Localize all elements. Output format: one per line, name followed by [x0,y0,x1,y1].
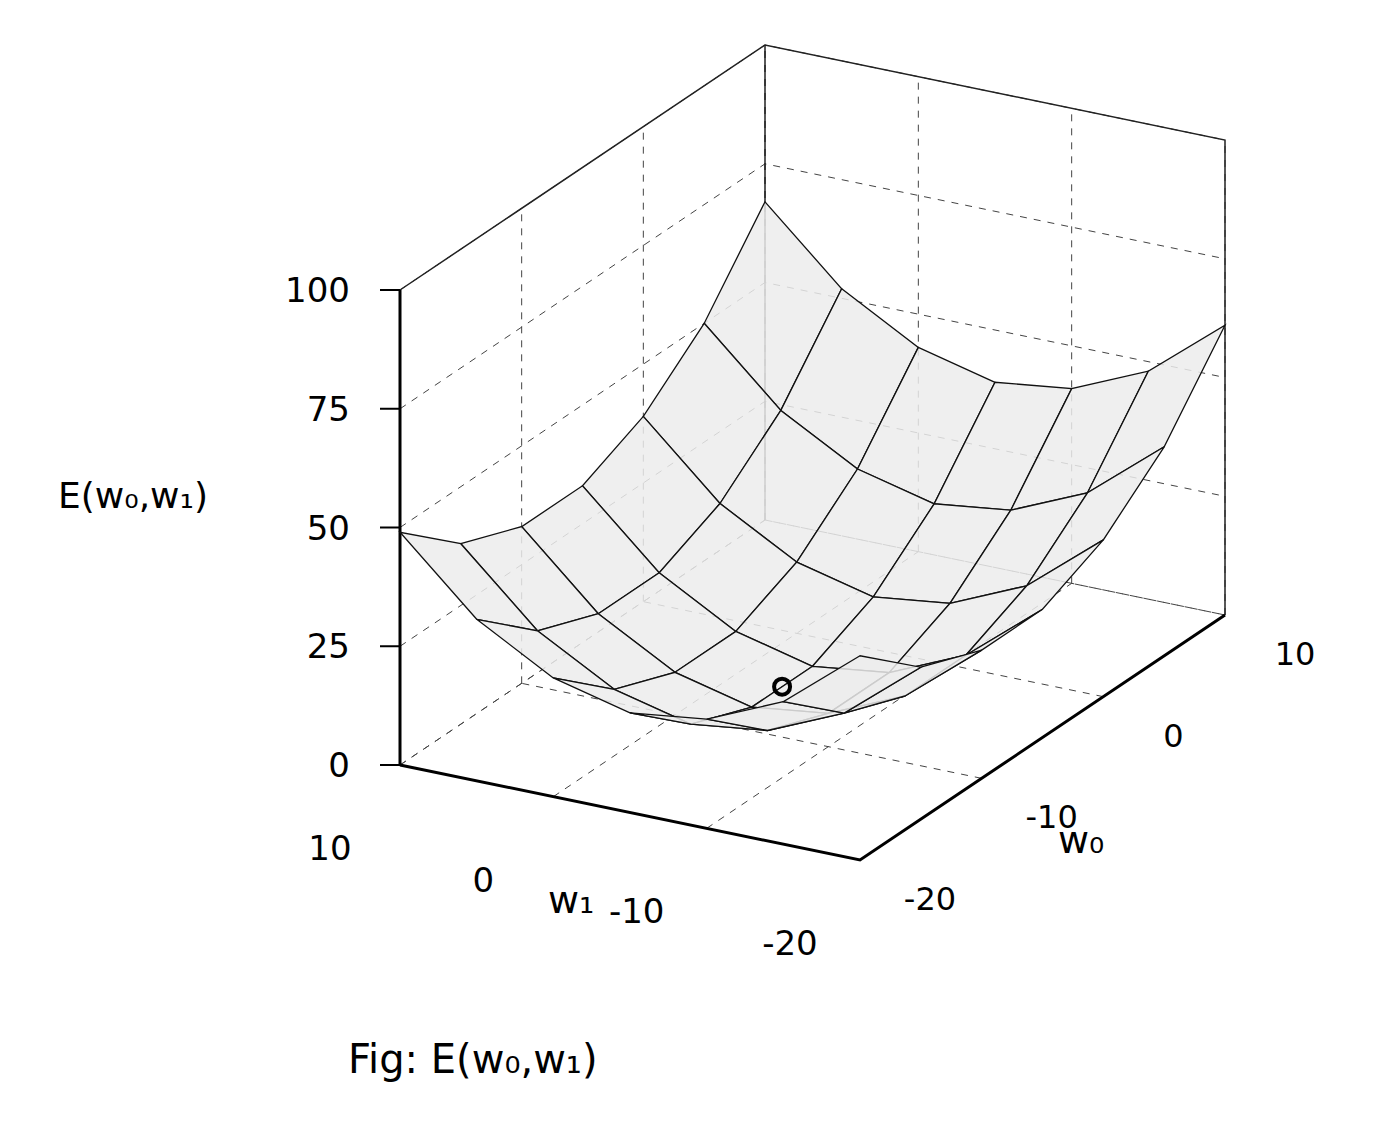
svg-text:0: 0 [328,745,350,785]
svg-text:E(w₀,w₁): E(w₀,w₁) [58,475,208,516]
svg-text:10: 10 [1275,635,1316,673]
svg-text:-20: -20 [904,880,956,918]
svg-text:100: 100 [285,270,350,310]
svg-text:50: 50 [307,508,350,548]
svg-text:-10: -10 [1025,798,1078,837]
svg-text:-10: -10 [609,891,665,931]
svg-text:75: 75 [307,389,350,429]
svg-text:25: 25 [307,626,350,666]
svg-text:0: 0 [1163,717,1183,755]
svg-text:Fig: E(w₀,w₁): Fig: E(w₀,w₁) [348,1036,598,1082]
svg-text:10: 10 [308,828,351,868]
svg-text:0: 0 [473,860,495,900]
svg-text:w₀: w₀ [1058,818,1104,862]
svg-text:-20: -20 [762,923,818,963]
svg-text:w₁: w₁ [548,878,594,922]
